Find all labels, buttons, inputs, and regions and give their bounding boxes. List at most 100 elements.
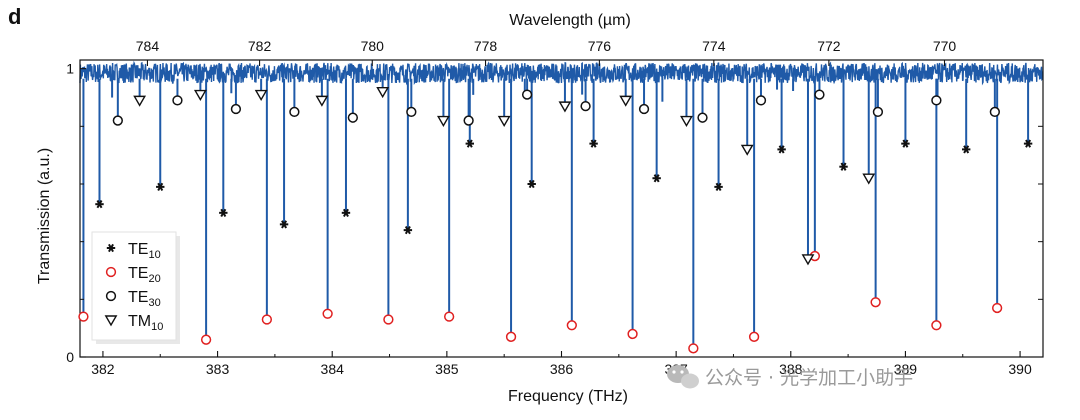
asterisk-stroke <box>840 162 847 171</box>
legend-label-te10: TE10 <box>128 241 161 261</box>
legend-marker-te10 <box>106 243 116 253</box>
x-tick-label: 390 <box>1008 361 1032 377</box>
marker-te10 <box>589 139 598 148</box>
marker-te10 <box>652 174 661 183</box>
marker-te20 <box>870 297 881 308</box>
y-tick-label: 1 <box>66 61 74 77</box>
asterisk-stroke <box>653 174 660 183</box>
marker-te30 <box>406 106 417 118</box>
marker-te10 <box>901 139 910 148</box>
marker-te10 <box>403 225 413 235</box>
mode-markers <box>78 87 1033 354</box>
legend-label-te30: TE30 <box>128 289 161 309</box>
marker-te20 <box>627 328 638 340</box>
asterisk-stroke <box>404 225 411 235</box>
marker-tm10 <box>862 173 876 185</box>
x-tick-label: 386 <box>550 361 574 377</box>
asterisk-stroke <box>715 182 722 192</box>
legend-marker-tm10 <box>104 315 118 327</box>
marker-tm10 <box>315 95 329 107</box>
marker-te20 <box>566 320 577 331</box>
marker-tm10 <box>193 89 207 102</box>
legend-label-te20: TE20 <box>128 265 161 285</box>
marker-te10 <box>95 200 104 209</box>
top-tick-label: 770 <box>933 38 957 54</box>
watermark-text: 公众号 · 光学加工小助手 <box>705 367 913 389</box>
asterisk-stroke <box>902 139 909 148</box>
top-tick-label: 772 <box>817 38 841 54</box>
marker-te10 <box>714 182 723 192</box>
x-tick-label: 388 <box>779 361 803 377</box>
wechat-icon <box>667 365 699 389</box>
y-axis-title: Transmission (a.u.) <box>36 148 53 284</box>
marker-te10 <box>961 145 971 154</box>
marker-te20 <box>748 331 760 342</box>
marker-te30 <box>112 115 123 126</box>
x-tick-label: 382 <box>91 361 115 377</box>
asterisk-stroke <box>96 200 103 209</box>
marker-tm10 <box>497 115 511 127</box>
marker-te20 <box>505 331 517 342</box>
marker-tm10 <box>801 254 815 266</box>
marker-te30 <box>755 95 767 106</box>
legend-box <box>91 231 177 341</box>
marker-te30 <box>463 115 474 126</box>
marker-te30 <box>230 103 242 115</box>
panel-label: d <box>8 4 21 29</box>
marker-tm10 <box>133 95 147 107</box>
marker-te10 <box>156 182 165 192</box>
marker-te10 <box>777 145 786 154</box>
marker-te20 <box>383 314 394 325</box>
x-tick-label: 383 <box>206 361 230 377</box>
x-tick-label: 389 <box>894 361 918 377</box>
asterisk-stroke <box>157 182 164 192</box>
x-axis-title: Frequency (THz) <box>508 388 628 405</box>
marker-te20 <box>322 308 333 319</box>
legend: TE10 TE20 TE30 TM10 <box>91 231 180 344</box>
marker-te30 <box>580 100 591 112</box>
marker-te20 <box>200 334 212 345</box>
marker-te10 <box>527 179 536 189</box>
asterisk-stroke <box>343 208 349 217</box>
asterisk-stroke <box>528 179 535 189</box>
asterisk-stroke <box>590 139 597 148</box>
marker-tm10 <box>437 115 450 127</box>
marker-te10 <box>219 208 228 217</box>
plot-axes: 3823833843853863873883893900178478278077… <box>66 38 1044 377</box>
x-tick-label: 385 <box>435 361 459 377</box>
legend-marker-te20 <box>105 266 117 278</box>
marker-te30 <box>814 89 825 100</box>
asterisk-stroke <box>466 139 473 148</box>
asterisk-stroke <box>963 145 970 154</box>
marker-te30 <box>172 95 183 106</box>
marker-te30 <box>289 106 300 118</box>
watermark: 公众号 · 光学加工小助手 <box>667 365 913 389</box>
marker-te10 <box>1023 139 1033 148</box>
legend-label-tm10: TM10 <box>128 313 163 333</box>
top-tick-label: 774 <box>702 38 726 54</box>
top-tick-label: 780 <box>361 38 385 54</box>
marker-te30 <box>521 89 533 100</box>
marker-te20 <box>78 311 89 322</box>
marker-te30 <box>697 112 708 123</box>
marker-tm10 <box>558 101 572 113</box>
marker-te10 <box>279 220 289 229</box>
marker-te10 <box>341 208 351 217</box>
transmission-trace <box>79 60 1044 349</box>
top-tick-label: 778 <box>474 38 498 54</box>
marker-tm10 <box>376 87 390 99</box>
marker-te30 <box>347 112 359 123</box>
marker-te30 <box>931 95 942 106</box>
legend-marker-te30 <box>105 290 117 302</box>
top-tick-label: 784 <box>136 38 160 54</box>
marker-te10 <box>465 139 474 148</box>
marker-te20 <box>261 314 273 325</box>
marker-te20 <box>931 320 942 331</box>
trace-baseline <box>79 60 1044 86</box>
marker-te20 <box>688 343 699 354</box>
asterisk-stroke <box>108 243 114 253</box>
asterisk-stroke <box>281 220 288 229</box>
y-tick-label: 0 <box>66 349 74 365</box>
marker-te30 <box>638 103 650 115</box>
marker-te30 <box>989 106 1000 118</box>
